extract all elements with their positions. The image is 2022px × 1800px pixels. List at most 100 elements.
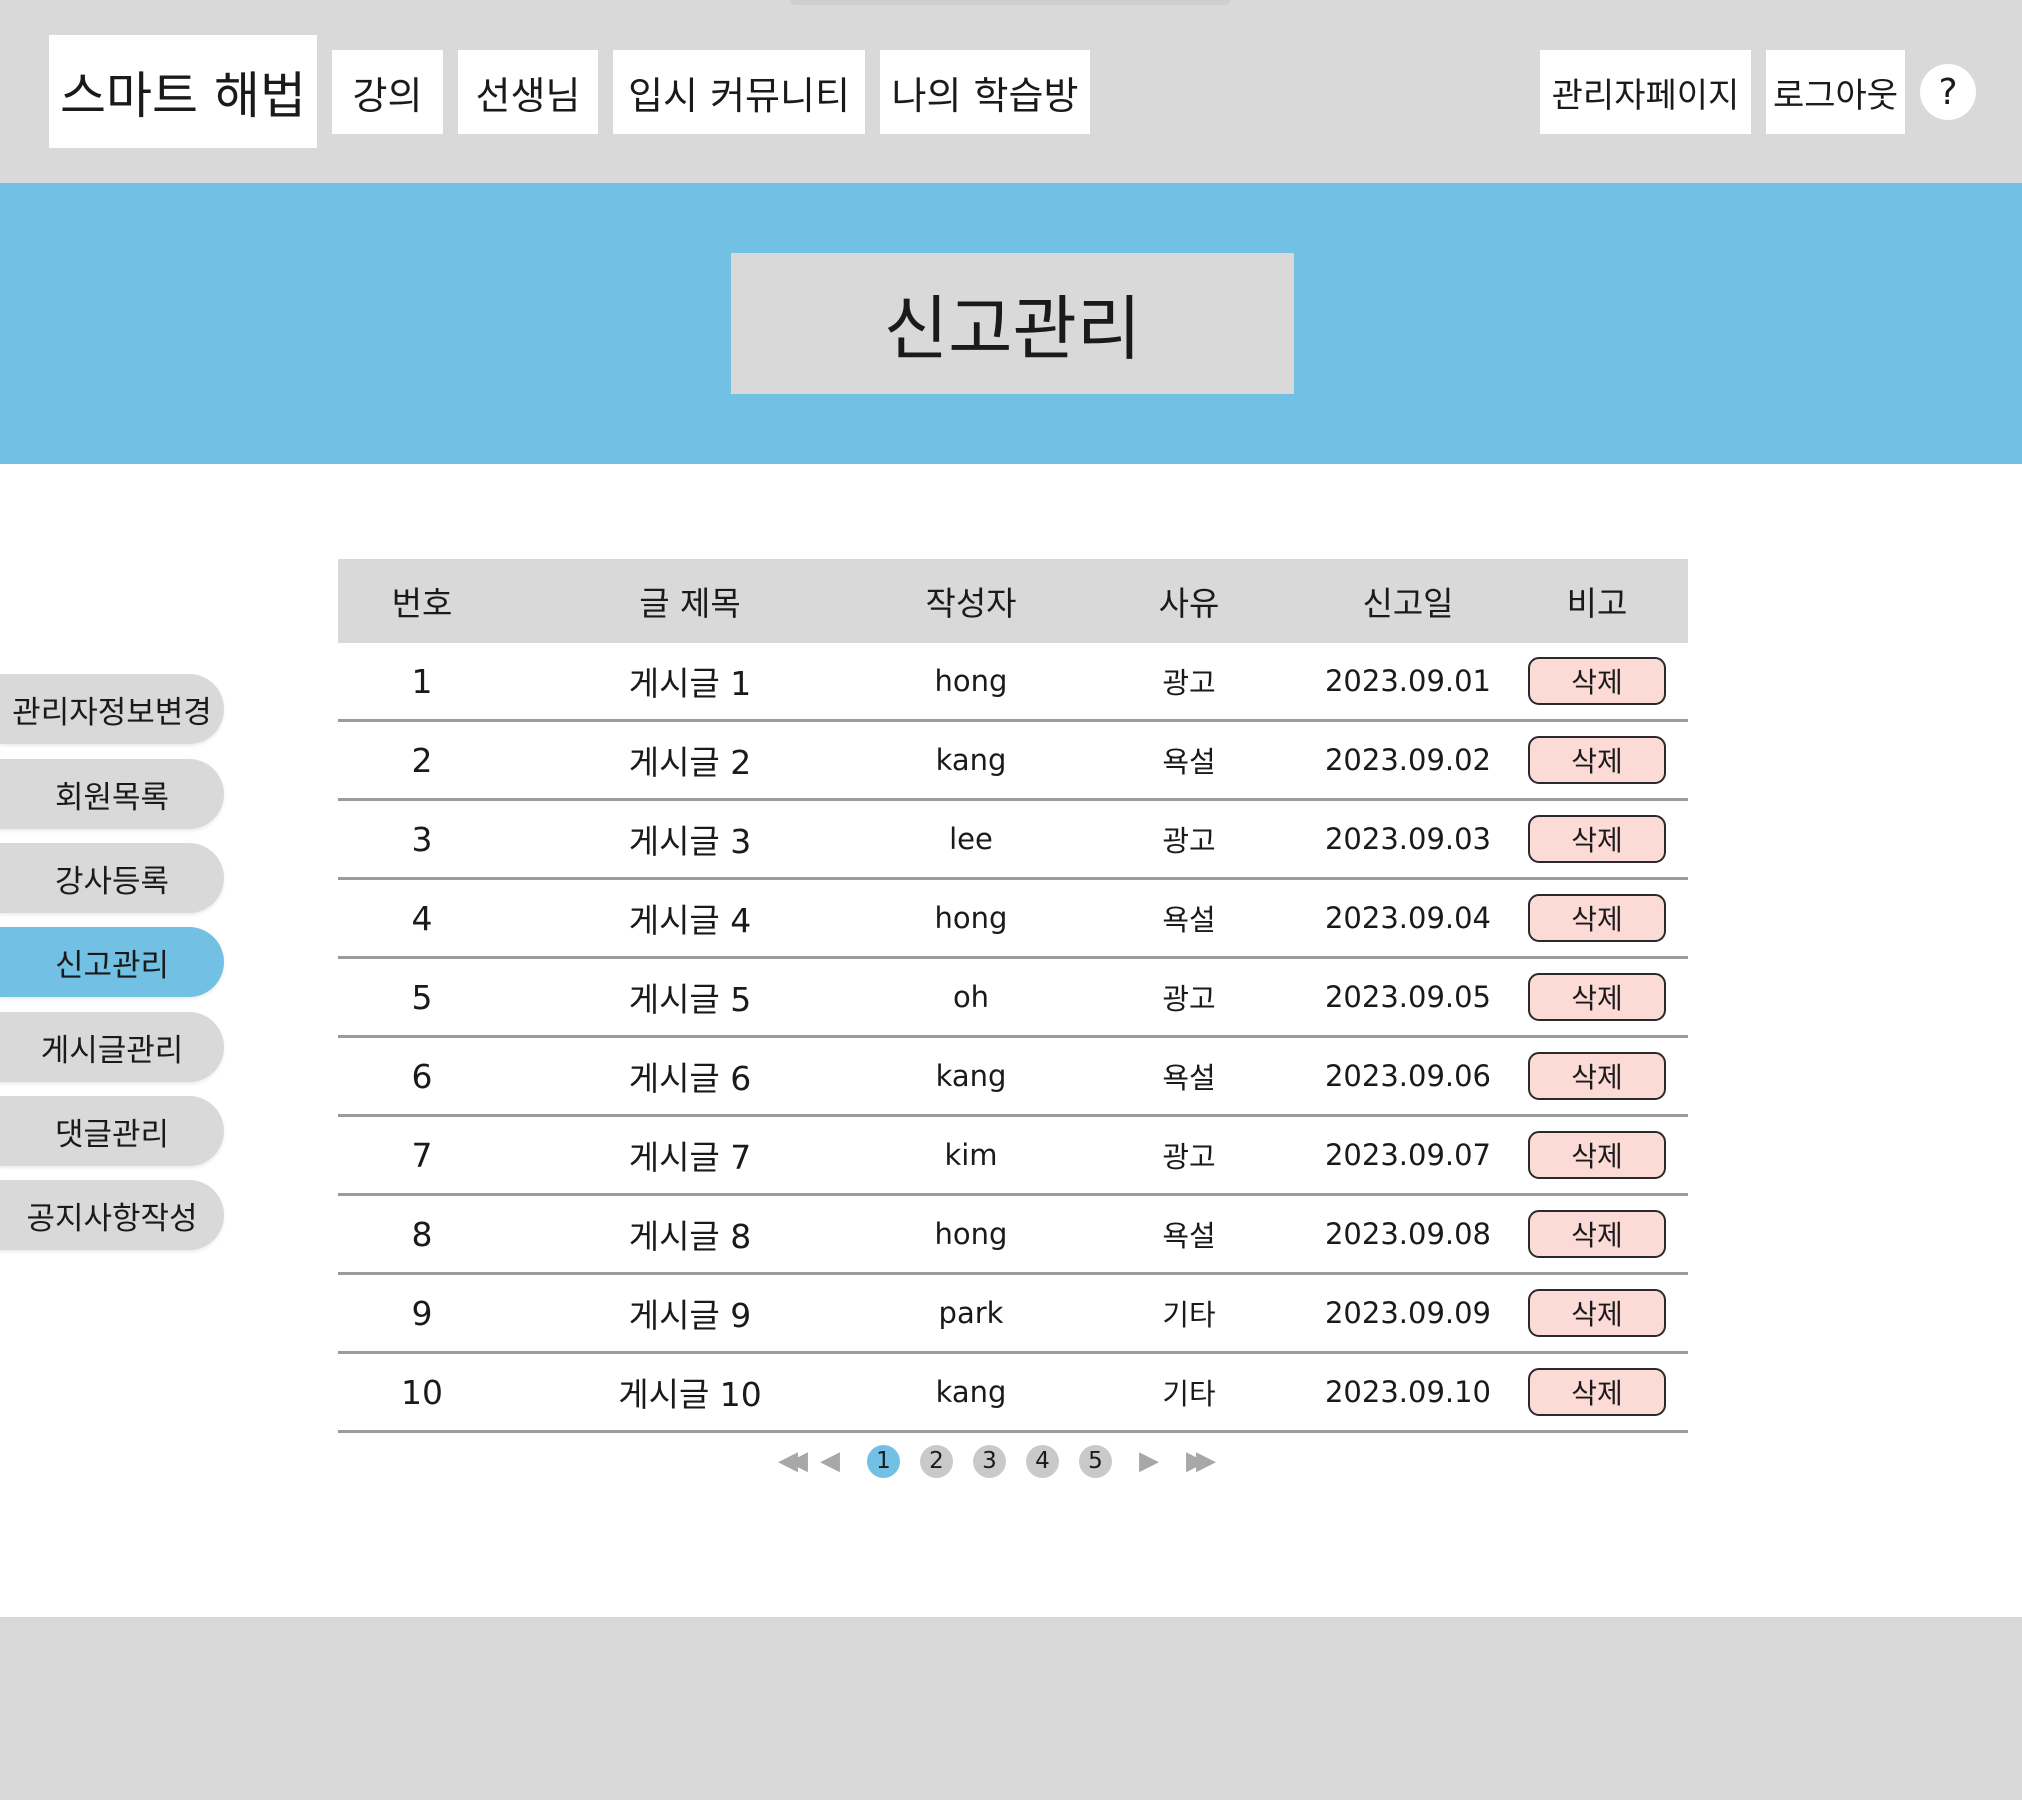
sidebar-item-notice-write[interactable]: 공지사항작성 <box>0 1180 224 1250</box>
cell-report-date: 2023.09.04 <box>1324 901 1492 935</box>
cell-reason: 욕설 <box>1162 1219 1216 1253</box>
nav-my-study-room[interactable]: 나의 학습방 <box>880 50 1090 134</box>
help-button[interactable]: ? <box>1920 64 1976 120</box>
delete-button[interactable]: 삭제 <box>1528 894 1666 942</box>
cell-reason: 광고 <box>1162 1140 1216 1174</box>
cell-number: 5 <box>411 977 433 1017</box>
column-header-number: 번호 <box>391 584 453 623</box>
cell-title[interactable]: 게시글 6 <box>628 1059 752 1098</box>
sidebar-item-comment-management[interactable]: 댓글관리 <box>0 1096 224 1166</box>
cell-author: hong <box>934 664 1008 698</box>
cell-report-date: 2023.09.09 <box>1324 1296 1492 1330</box>
cell-report-date: 2023.09.06 <box>1324 1059 1492 1093</box>
column-header-note: 비고 <box>1566 584 1628 623</box>
column-header-reason: 사유 <box>1158 584 1220 623</box>
cell-note: 삭제 <box>1506 1289 1688 1337</box>
table-row: 2 게시글 2 kang 욕설 2023.09.02 삭제 <box>338 722 1688 801</box>
cell-report-date: 2023.09.03 <box>1324 822 1492 856</box>
column-header-title: 글 제목 <box>639 584 741 623</box>
cell-report-date: 2023.09.08 <box>1324 1217 1492 1251</box>
cell-author: kang <box>935 1375 1007 1409</box>
cell-note: 삭제 <box>1506 1052 1688 1100</box>
delete-button[interactable]: 삭제 <box>1528 657 1666 705</box>
sidebar-item-member-list[interactable]: 회원목록 <box>0 759 224 829</box>
cell-report-date: 2023.09.02 <box>1324 743 1492 777</box>
page-button-4[interactable]: 4 <box>1026 1444 1059 1478</box>
delete-button[interactable]: 삭제 <box>1528 1131 1666 1179</box>
cell-reason: 욕설 <box>1162 903 1216 937</box>
delete-button[interactable]: 삭제 <box>1528 1210 1666 1258</box>
cell-title[interactable]: 게시글 5 <box>628 980 752 1019</box>
table-row: 10 게시글 10 kang 기타 2023.09.10 삭제 <box>338 1354 1688 1433</box>
header-notch <box>790 0 1230 5</box>
page-title: 신고관리 <box>731 253 1294 394</box>
nav-lectures[interactable]: 강의 <box>332 50 443 134</box>
left-arrow-icon[interactable]: ◀ <box>820 1446 840 1476</box>
cell-title[interactable]: 게시글 8 <box>628 1217 752 1256</box>
delete-button[interactable]: 삭제 <box>1528 1289 1666 1337</box>
table-row: 6 게시글 6 kang 욕설 2023.09.06 삭제 <box>338 1038 1688 1117</box>
sidebar-item-post-management[interactable]: 게시글관리 <box>0 1012 224 1082</box>
cell-note: 삭제 <box>1506 1210 1688 1258</box>
table-row: 7 게시글 7 kim 광고 2023.09.07 삭제 <box>338 1117 1688 1196</box>
cell-number: 9 <box>411 1293 433 1333</box>
cell-title[interactable]: 게시글 7 <box>628 1138 752 1177</box>
page-banner: 신고관리 <box>0 183 2022 464</box>
delete-button[interactable]: 삭제 <box>1528 973 1666 1021</box>
cell-report-date: 2023.09.07 <box>1324 1138 1492 1172</box>
sidebar-item-report-management[interactable]: 신고관리 <box>0 927 224 997</box>
table-row: 9 게시글 9 park 기타 2023.09.09 삭제 <box>338 1275 1688 1354</box>
cell-author: hong <box>934 901 1008 935</box>
page-button-2[interactable]: 2 <box>920 1444 953 1478</box>
cell-number: 4 <box>411 898 433 938</box>
cell-note: 삭제 <box>1506 736 1688 784</box>
cell-note: 삭제 <box>1506 1131 1688 1179</box>
cell-reason: 광고 <box>1162 824 1216 858</box>
cell-author: oh <box>952 980 990 1014</box>
cell-reason: 욕설 <box>1162 745 1216 779</box>
cell-title[interactable]: 게시글 2 <box>628 743 752 782</box>
admin-page-button[interactable]: 관리자페이지 <box>1540 50 1751 134</box>
right-arrow-icon[interactable]: ▶ <box>1139 1446 1159 1476</box>
site-logo[interactable]: 스마트 해법 <box>49 35 317 148</box>
cell-author: kim <box>944 1138 998 1172</box>
cell-title[interactable]: 게시글 1 <box>628 664 752 703</box>
cell-author: kang <box>935 743 1007 777</box>
table-body: 1 게시글 1 hong 광고 2023.09.01 삭제 2 게시글 2 kang 욕설 2023… <box>338 643 1688 1433</box>
cell-title[interactable]: 게시글 3 <box>628 822 752 861</box>
cell-author: kang <box>935 1059 1007 1093</box>
cell-note: 삭제 <box>1506 894 1688 942</box>
table-row: 1 게시글 1 hong 광고 2023.09.01 삭제 <box>338 643 1688 722</box>
cell-title[interactable]: 게시글 4 <box>628 901 752 940</box>
cell-number: 3 <box>411 819 433 859</box>
delete-button[interactable]: 삭제 <box>1528 815 1666 863</box>
table-row: 8 게시글 8 hong 욕설 2023.09.08 삭제 <box>338 1196 1688 1275</box>
sidebar-item-admin-info[interactable]: 관리자정보변경 <box>0 674 224 744</box>
delete-button[interactable]: 삭제 <box>1528 736 1666 784</box>
page-button-5[interactable]: 5 <box>1079 1444 1112 1478</box>
delete-button[interactable]: 삭제 <box>1528 1052 1666 1100</box>
delete-button[interactable]: 삭제 <box>1528 1368 1666 1416</box>
double-right-arrow-icon[interactable]: ▶▶ <box>1186 1446 1216 1476</box>
nav-teachers[interactable]: 선생님 <box>458 50 598 134</box>
cell-title[interactable]: 게시글 10 <box>618 1375 762 1414</box>
cell-report-date: 2023.09.01 <box>1324 664 1492 698</box>
cell-number: 1 <box>411 661 433 701</box>
report-table: 번호 글 제목 작성자 사유 신고일 비고 1 게시글 1 hong 광고 2023.0… <box>338 559 1688 1433</box>
double-left-arrow-icon[interactable]: ◀◀ <box>778 1446 808 1476</box>
cell-report-date: 2023.09.10 <box>1324 1375 1492 1409</box>
logout-button[interactable]: 로그아웃 <box>1766 50 1905 134</box>
page-button-1[interactable]: 1 <box>867 1444 900 1478</box>
top-header: 스마트 해법 강의 선생님 입시 커뮤니티 나의 학습방 관리자페이지 로그아웃… <box>0 0 2022 183</box>
cell-note: 삭제 <box>1506 973 1688 1021</box>
table-row: 5 게시글 5 oh 광고 2023.09.05 삭제 <box>338 959 1688 1038</box>
cell-author: park <box>938 1296 1004 1330</box>
cell-reason: 광고 <box>1162 982 1216 1016</box>
nav-admission-community[interactable]: 입시 커뮤니티 <box>613 50 865 134</box>
cell-author: hong <box>934 1217 1008 1251</box>
footer <box>0 1617 2022 1800</box>
cell-title[interactable]: 게시글 9 <box>628 1296 752 1335</box>
cell-number: 7 <box>411 1135 433 1175</box>
sidebar-item-instructor-register[interactable]: 강사등록 <box>0 843 224 913</box>
page-button-3[interactable]: 3 <box>973 1444 1006 1478</box>
